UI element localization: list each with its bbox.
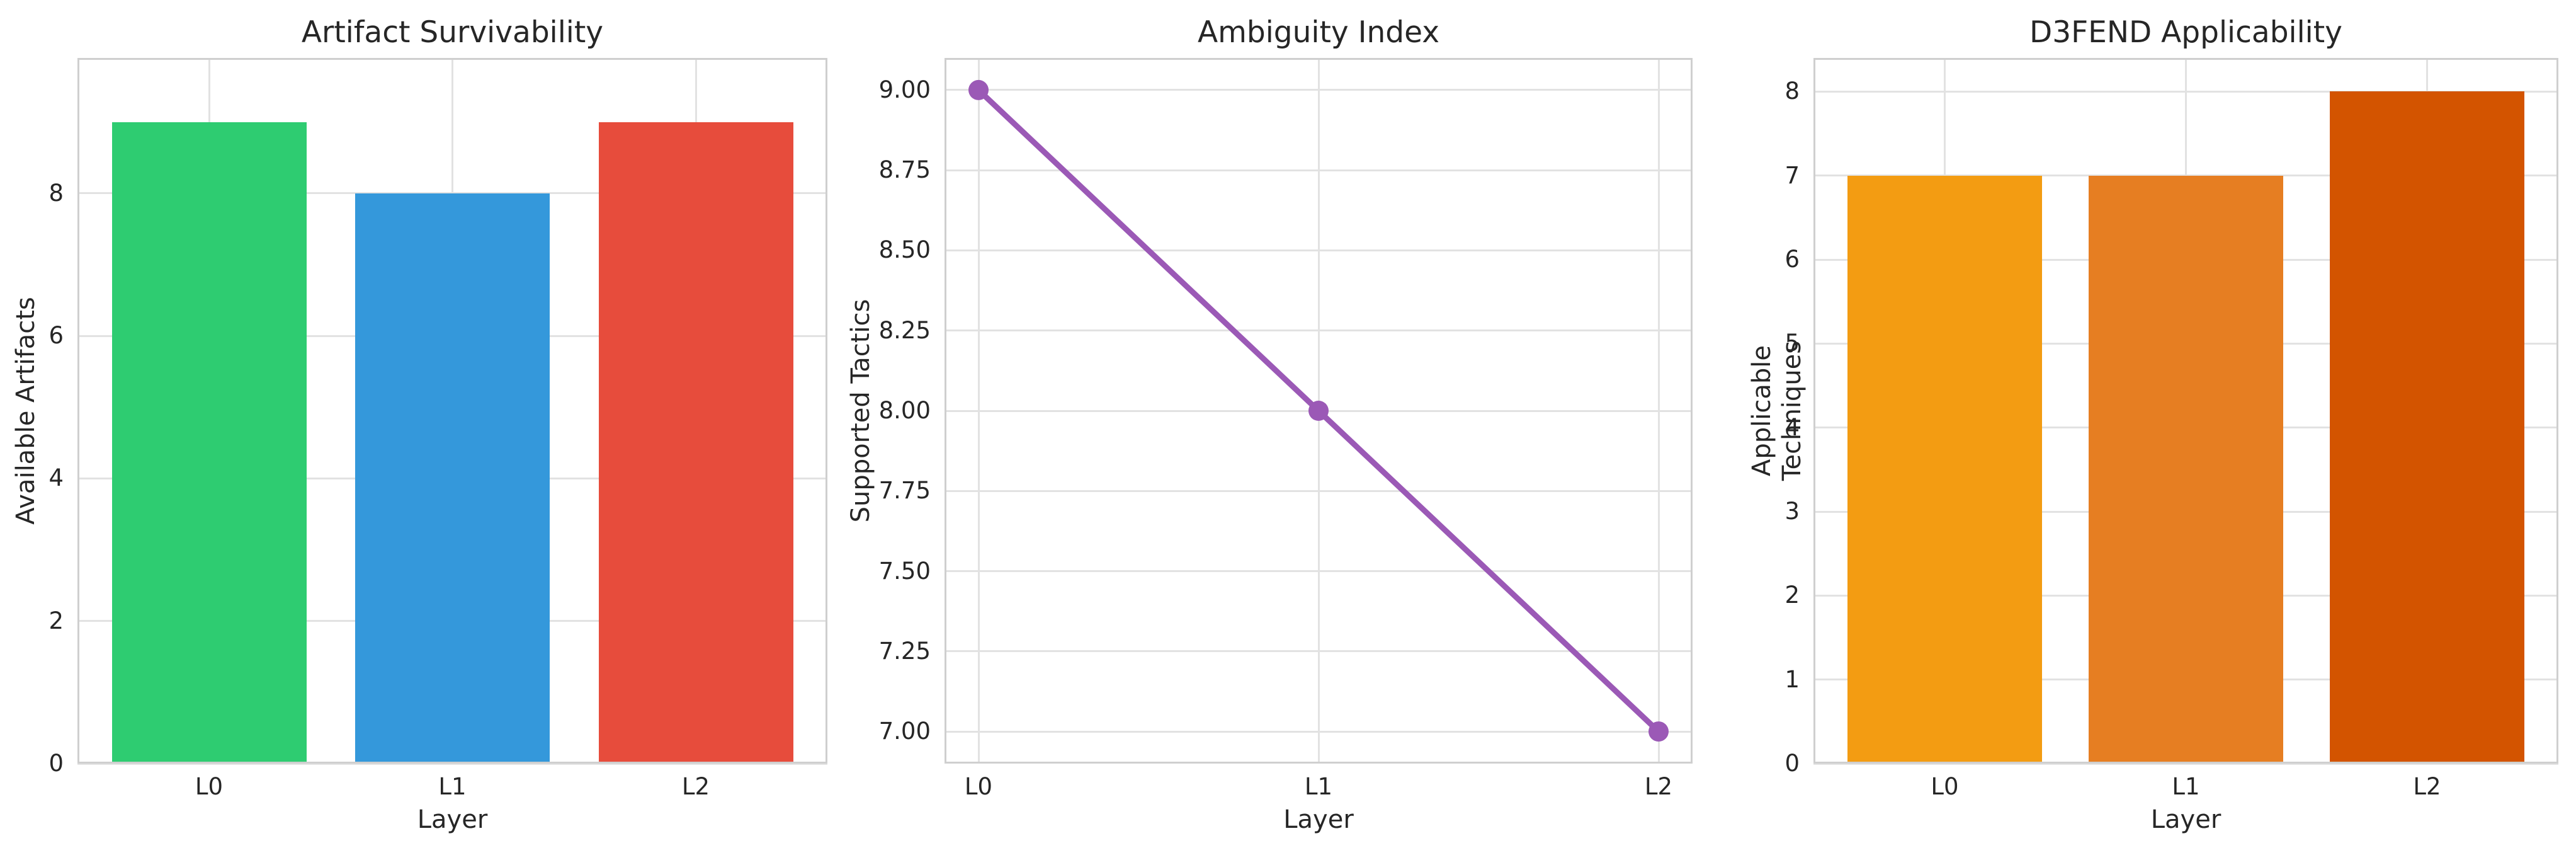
gridline-horizontal: [945, 570, 1693, 573]
axes-border: [1813, 58, 2558, 764]
y-tick-label: 8.25: [878, 316, 931, 344]
y-tick-label: 6: [1784, 246, 1800, 273]
gridline-horizontal: [1813, 510, 2558, 513]
gridline-horizontal: [1813, 594, 2558, 597]
y-tick-label: 0: [48, 750, 64, 777]
y-tick-label: 8.00: [878, 397, 931, 424]
y-tick-label: 8: [48, 179, 64, 207]
y-tick-label: 4: [48, 464, 64, 492]
gridline-horizontal: [1813, 342, 2558, 345]
y-tick-label: 8.75: [878, 156, 931, 184]
gridline-vertical: [1944, 58, 1946, 764]
bar-L0: [1847, 175, 2042, 764]
y-tick-label: 2: [1784, 582, 1800, 609]
y-tick-label: 7: [1784, 161, 1800, 189]
gridline-horizontal: [945, 650, 1693, 653]
bar-L1: [2089, 175, 2283, 764]
gridline-horizontal: [77, 335, 827, 337]
x-tick-label: L1: [438, 773, 467, 800]
gridline-horizontal: [1813, 175, 2558, 177]
gridline-horizontal: [945, 329, 1693, 332]
y-tick-label: 6: [48, 322, 64, 350]
x-tick-label: L0: [195, 773, 224, 800]
data-point-L0: [968, 79, 989, 100]
y-tick-label: 5: [1784, 329, 1800, 357]
data-point-L2: [1648, 721, 1669, 742]
y-axis-label: Applicable Techniques: [1747, 340, 1807, 481]
axes-border: [945, 58, 1693, 764]
y-tick-label: 7.25: [878, 637, 931, 665]
y-axis-label: Available Artifacts: [11, 297, 40, 525]
gridline-horizontal: [945, 249, 1693, 251]
y-tick-label: 7.50: [878, 557, 931, 585]
plot-area: [1813, 58, 2558, 765]
x-axis-label: Layer: [1283, 805, 1354, 834]
gridline-vertical: [695, 58, 697, 764]
gridline-horizontal: [77, 477, 827, 479]
y-tick-label: 7.75: [878, 477, 931, 505]
chart-title: Artifact Survivability: [301, 15, 604, 50]
gridline-horizontal: [77, 192, 827, 195]
bar-L2: [598, 122, 793, 764]
line-series: [968, 79, 1669, 742]
gridline-horizontal: [77, 762, 827, 765]
bar-L2: [2330, 91, 2524, 764]
line-path: [976, 88, 1661, 734]
plot-area: [77, 58, 827, 765]
chart-title: Ambiguity Index: [1197, 15, 1440, 50]
y-tick-label: 0: [1784, 750, 1800, 777]
gridline-vertical: [1657, 58, 1660, 764]
y-tick-label: 1: [1784, 665, 1800, 693]
x-tick-label: L2: [1644, 773, 1673, 800]
gridline-horizontal: [945, 410, 1693, 412]
gridline-horizontal: [77, 620, 827, 622]
x-tick-label: L1: [1304, 773, 1333, 800]
gridline-horizontal: [945, 169, 1693, 171]
x-axis-label: Layer: [417, 805, 488, 834]
gridline-vertical: [2185, 58, 2187, 764]
x-tick-label: L2: [2413, 773, 2441, 800]
y-axis-label: Supported Tactics: [846, 299, 875, 523]
bar-L0: [111, 122, 307, 764]
gridline-vertical: [2426, 58, 2428, 764]
y-tick-label: 7.00: [878, 718, 931, 745]
x-tick-label: L0: [964, 773, 993, 800]
x-tick-label: L1: [2172, 773, 2200, 800]
gridline-horizontal: [1813, 90, 2558, 93]
gridline-horizontal: [945, 89, 1693, 91]
gridline-horizontal: [945, 490, 1693, 492]
gridline-horizontal: [1813, 427, 2558, 429]
plot-area: [945, 58, 1693, 764]
gridline-horizontal: [1813, 762, 2558, 765]
gridline-vertical: [208, 58, 210, 764]
bar-L1: [355, 193, 550, 764]
gridline-vertical: [451, 58, 453, 764]
x-tick-label: L2: [681, 773, 710, 800]
gridline-horizontal: [1813, 258, 2558, 261]
data-point-L1: [1308, 401, 1329, 421]
y-tick-label: 4: [1784, 413, 1800, 441]
chart-title: D3FEND Applicability: [2029, 15, 2342, 50]
x-tick-label: L0: [1931, 773, 1959, 800]
y-tick-label: 3: [1784, 498, 1800, 525]
x-axis-label: Layer: [2150, 805, 2221, 834]
y-tick-label: 8.50: [878, 236, 931, 264]
axes-border: [77, 58, 827, 764]
y-tick-label: 8: [1784, 77, 1800, 105]
y-tick-label: 9.00: [878, 76, 931, 103]
gridline-horizontal: [1813, 679, 2558, 681]
y-tick-label: 2: [48, 607, 64, 634]
gridline-horizontal: [945, 730, 1693, 733]
gridline-vertical: [1317, 58, 1320, 764]
gridline-vertical: [977, 58, 980, 764]
